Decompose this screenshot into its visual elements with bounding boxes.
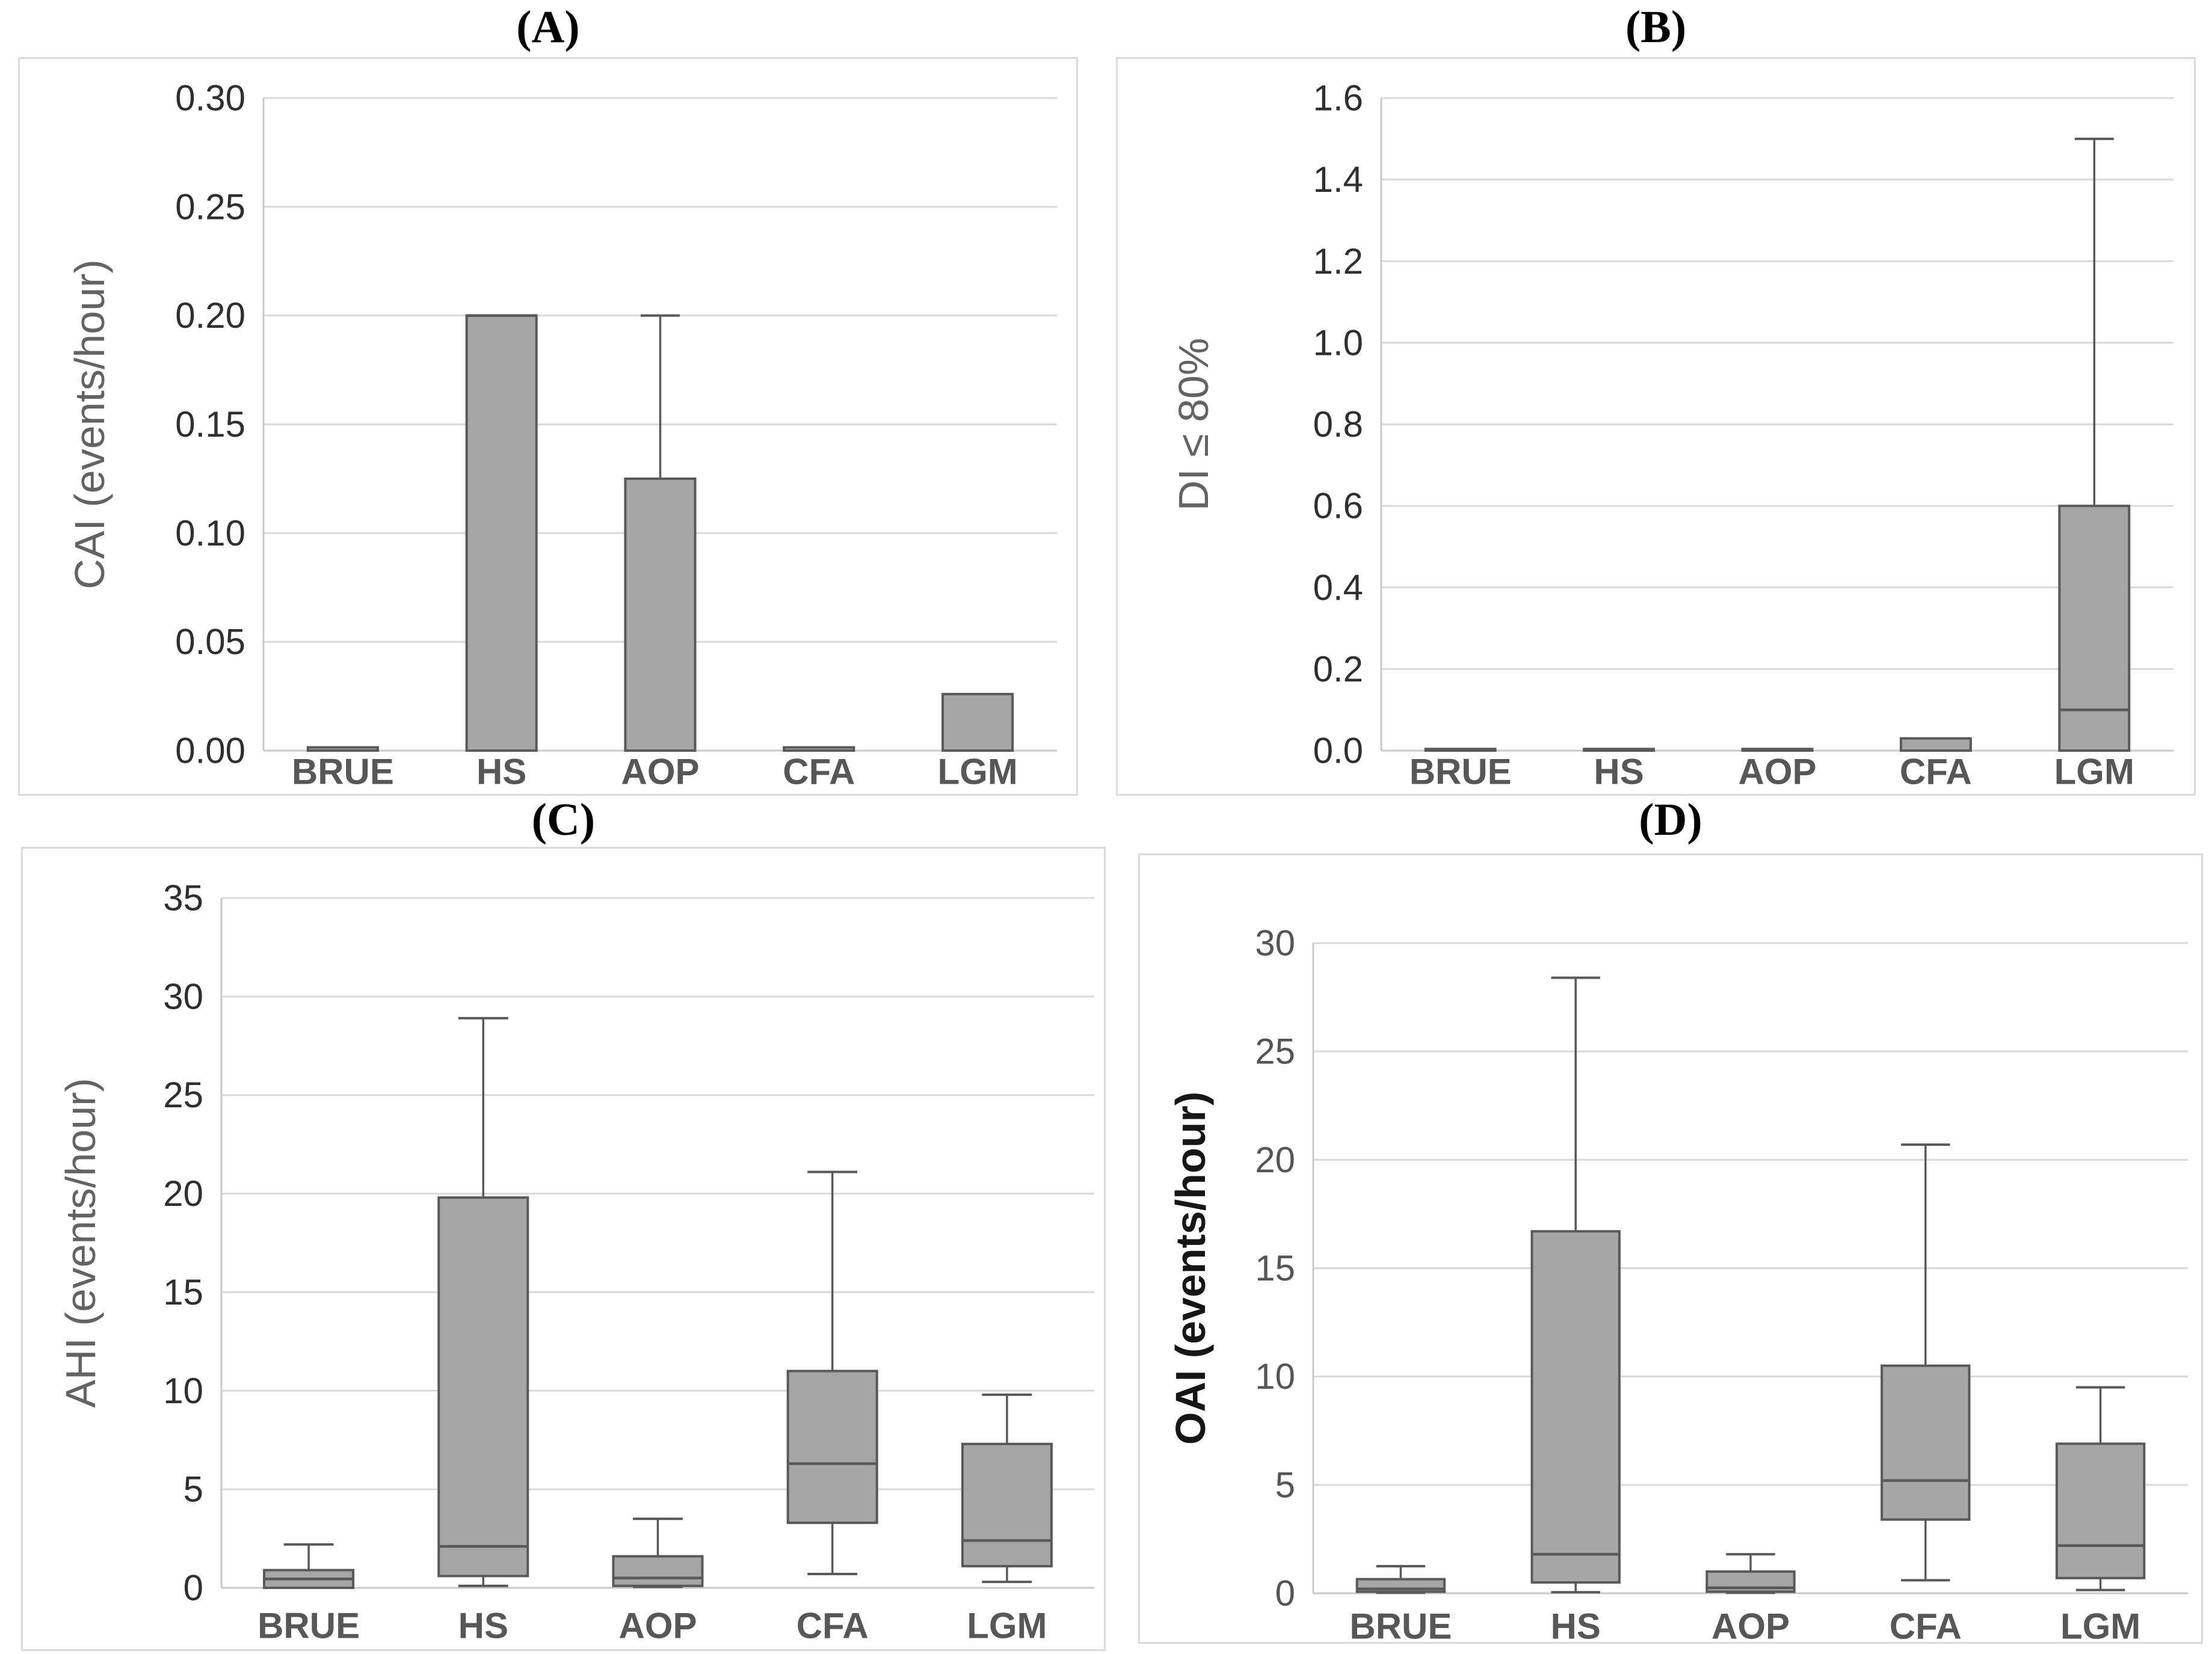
- box-hs: [1583, 748, 1656, 752]
- y-tick-label: 5: [183, 1469, 203, 1510]
- y-axis-title: CAI (events/hour): [66, 259, 113, 589]
- box-cfa: [1899, 737, 1972, 752]
- y-tick-label: 0.2: [1313, 649, 1363, 689]
- box-aop: [612, 1555, 704, 1587]
- box-cfa: [783, 746, 855, 752]
- y-axis-title: OAI (events/hour): [1167, 1092, 1214, 1445]
- x-category-label: AOP: [621, 752, 699, 792]
- x-category-label: LGM: [2054, 752, 2134, 792]
- y-tick-label: 15: [163, 1272, 203, 1312]
- box-hs: [465, 314, 538, 752]
- y-tick-label: 5: [1275, 1465, 1295, 1505]
- y-tick-label: 0.10: [175, 513, 245, 553]
- y-tick-label: 35: [163, 878, 203, 918]
- x-category-label: LGM: [967, 1606, 1047, 1646]
- y-tick-label: 30: [163, 976, 203, 1016]
- box-hs: [437, 1196, 529, 1578]
- y-tick-label: 0.8: [1313, 404, 1363, 444]
- y-tick-label: 10: [163, 1371, 203, 1411]
- x-category-label: HS: [458, 1606, 508, 1646]
- y-tick-label: 25: [163, 1075, 203, 1115]
- panel-a: 0.00 0.05 0.10 0.15 0.20 0.25 0.30 BRUE HS AOP CFA…: [18, 57, 1078, 796]
- box-lgm: [2058, 505, 2131, 752]
- box-aop: [1741, 748, 1814, 752]
- y-tick-label: 15: [1255, 1248, 1295, 1288]
- y-tick-label: 0.00: [175, 731, 245, 771]
- chart-c-ahi-boxplot: 0 5 10 15 20 25 30 35 BRUE HS AOP CFA LGM AHI (events…: [57, 878, 1094, 1646]
- box-lgm: [961, 1442, 1053, 1567]
- box-cfa: [786, 1370, 878, 1524]
- x-category-label: HS: [476, 752, 526, 792]
- box-lgm: [941, 692, 1014, 752]
- y-tick-label: 1.2: [1313, 241, 1363, 281]
- y-tick-label: 0.20: [175, 295, 245, 336]
- y-tick-label: 0.15: [175, 404, 245, 444]
- x-category-label: CFA: [1900, 752, 1972, 792]
- y-tick-label: 10: [1255, 1356, 1295, 1397]
- y-tick-label: 20: [163, 1173, 203, 1214]
- chart-b-di80-boxplot: 0.0 0.2 0.4 0.6 0.8 1.0 1.2 1.4 1.6 BRUE HS AOP CFA L…: [1170, 78, 2173, 792]
- x-category-label: BRUE: [1349, 1606, 1452, 1643]
- box-brue: [306, 746, 379, 752]
- panel-b: 0.0 0.2 0.4 0.6 0.8 1.0 1.2 1.4 1.6 BRUE HS AOP CFA L…: [1116, 57, 2196, 796]
- y-tick-label: 30: [1255, 923, 1295, 964]
- x-category-label: HS: [1594, 752, 1644, 792]
- box-hs: [1530, 1230, 1621, 1584]
- y-tick-label: 0: [1275, 1573, 1295, 1614]
- y-tick-label: 20: [1255, 1140, 1295, 1180]
- y-tick-label: 1.0: [1313, 322, 1363, 363]
- x-category-label: CFA: [783, 752, 855, 792]
- box-lgm: [2055, 1442, 2146, 1579]
- panel-title-d: (D): [1639, 795, 1702, 845]
- x-category-label: AOP: [618, 1606, 697, 1646]
- panel-c: 0 5 10 15 20 25 30 35 BRUE HS AOP CFA LGM AHI (events…: [21, 847, 1106, 1651]
- y-tick-label: 0.6: [1313, 486, 1363, 526]
- y-tick-label: 0.25: [175, 186, 245, 227]
- x-category-label: AOP: [1711, 1606, 1790, 1643]
- x-category-label: BRUE: [257, 1606, 360, 1646]
- x-category-label: CFA: [796, 1606, 869, 1646]
- x-category-label: BRUE: [292, 752, 394, 792]
- panel-d: 0 5 10 15 20 25 30 BRUE HS AOP CFA LGM OAI (events/h…: [1138, 853, 2203, 1644]
- chart-a-cai-boxplot: 0.00 0.05 0.10 0.15 0.20 0.25 0.30 BRUE HS AOP CFA…: [66, 78, 1057, 792]
- y-tick-label: 1.6: [1313, 78, 1363, 118]
- panel-title-c: (C): [531, 795, 596, 845]
- chart-d-oai-boxplot: 0 5 10 15 20 25 30 BRUE HS AOP CFA LGM OAI (events/h…: [1167, 923, 2188, 1643]
- x-category-label: CFA: [1890, 1606, 1962, 1643]
- y-tick-label: 0.4: [1313, 567, 1363, 607]
- y-axis-title: AHI (events/hour): [57, 1078, 104, 1408]
- y-tick-label: 1.4: [1313, 159, 1363, 200]
- x-category-label: AOP: [1738, 752, 1816, 792]
- x-category-label: HS: [1551, 1606, 1601, 1643]
- x-category-label: BRUE: [1409, 752, 1512, 792]
- y-tick-label: 0.30: [175, 78, 245, 118]
- x-category-label: LGM: [2060, 1606, 2140, 1643]
- y-tick-label: 0.05: [175, 622, 245, 662]
- y-tick-label: 25: [1255, 1031, 1295, 1072]
- box-cfa: [1881, 1364, 1971, 1521]
- y-axis-title: DI ≤ 80%: [1170, 338, 1217, 511]
- panel-title-a: (A): [516, 2, 580, 52]
- panel-title-b: (B): [1625, 2, 1687, 52]
- x-category-label: LGM: [937, 752, 1017, 792]
- box-brue: [1424, 748, 1497, 752]
- y-tick-label: 0: [183, 1568, 203, 1608]
- box-aop: [624, 477, 697, 752]
- y-tick-label: 0.0: [1313, 731, 1363, 771]
